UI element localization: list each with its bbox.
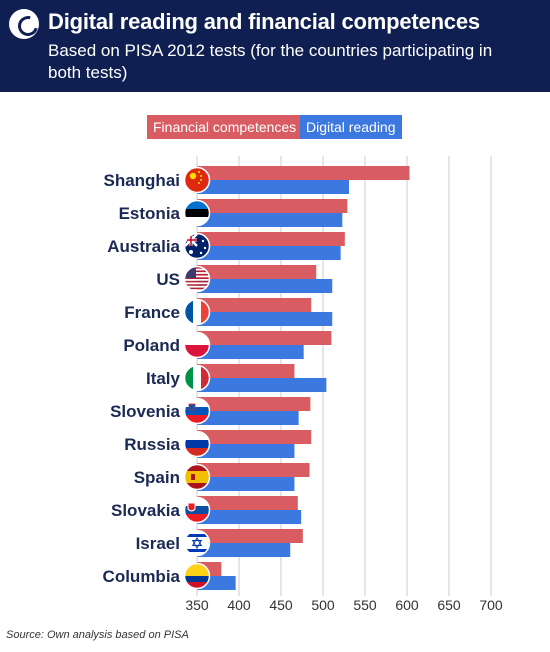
logo-icon: [9, 9, 39, 39]
country-label: Australia: [107, 237, 180, 256]
legend-digital: Digital reading: [300, 115, 402, 139]
flag-ring: [183, 298, 211, 326]
spain-flag-icon: [185, 465, 209, 489]
flag-ring: [183, 430, 211, 458]
digital-bar: [197, 477, 295, 491]
x-tick-label: 550: [353, 597, 377, 613]
digital-bar: [197, 279, 333, 293]
slovenia-flag-icon: [185, 399, 209, 423]
financial-bar: [197, 298, 312, 312]
italy-flag-icon: [185, 366, 209, 390]
country-label: Shanghai: [103, 171, 180, 190]
x-tick-label: 350: [185, 597, 209, 613]
chart-subtitle: Based on PISA 2012 tests (for the countr…: [48, 41, 493, 82]
financial-bar: [197, 166, 410, 180]
flag-ring: [183, 166, 211, 194]
financial-bar: [197, 463, 310, 477]
x-tick-label: 400: [227, 597, 251, 613]
digital-bar: [197, 312, 333, 326]
china-flag-icon: [185, 168, 209, 192]
country-label: Spain: [134, 468, 180, 487]
header-banner: Digital reading and financial competence…: [0, 0, 550, 92]
country-label: France: [124, 303, 180, 322]
financial-bar: [197, 331, 332, 345]
russia-flag-icon: [185, 432, 209, 456]
financial-bar: [197, 529, 303, 543]
country-label: Italy: [146, 369, 181, 388]
financial-bar: [197, 199, 348, 213]
x-tick-label: 450: [269, 597, 293, 613]
flag-ring: [183, 364, 211, 392]
us-flag-icon: [185, 267, 209, 291]
financial-bar: [197, 397, 311, 411]
flag-ring: [183, 232, 211, 260]
source-note: Source: Own analysis based on PISA: [6, 629, 189, 641]
digital-bar: [197, 510, 302, 524]
digital-bar: [197, 213, 343, 227]
digital-bar: [197, 444, 295, 458]
x-tick-label: 650: [437, 597, 461, 613]
digital-bar: [197, 345, 304, 359]
legend-financial: Financial competences: [147, 115, 303, 139]
country-label: Israel: [136, 534, 180, 553]
legend: Financial competences Digital reading: [0, 115, 550, 139]
flag-ring: [183, 199, 211, 227]
financial-bar: [197, 496, 298, 510]
flag-ring: [183, 496, 211, 524]
digital-bar: [197, 543, 291, 557]
country-label: Columbia: [103, 567, 181, 586]
flag-ring: [183, 562, 211, 590]
x-tick-label: 600: [395, 597, 419, 613]
financial-bar: [197, 430, 312, 444]
flag-ring: [183, 529, 211, 557]
israel-flag-icon: [185, 531, 209, 555]
bar-chart: 350 400 450 500 550 600 650 700 Shanghai Estonia A…: [103, 156, 503, 613]
country-label: Slovakia: [111, 501, 181, 520]
country-label: Estonia: [119, 204, 181, 223]
chart-title: Digital reading and financial competence…: [48, 9, 480, 34]
flag-ring: [183, 331, 211, 359]
flag-ring: [183, 463, 211, 491]
financial-bar: [197, 265, 317, 279]
digital-bar: [197, 246, 341, 260]
country-label: Slovenia: [110, 402, 180, 421]
country-label: US: [156, 270, 180, 289]
digital-bar: [197, 378, 327, 392]
poland-flag-icon: [185, 333, 209, 357]
country-label: Poland: [123, 336, 180, 355]
financial-bar: [197, 232, 345, 246]
slovakia-flag-icon: [185, 498, 209, 522]
digital-bar: [197, 411, 299, 425]
x-tick-label: 700: [479, 597, 503, 613]
estonia-flag-icon: [185, 201, 209, 225]
financial-bar: [197, 364, 295, 378]
country-label: Russia: [124, 435, 180, 454]
colombia-flag-icon: [185, 564, 209, 588]
flag-ring: [183, 265, 211, 293]
france-flag-icon: [185, 300, 209, 324]
digital-bar: [197, 180, 350, 194]
flag-ring: [183, 397, 211, 425]
x-tick-label: 500: [311, 597, 335, 613]
